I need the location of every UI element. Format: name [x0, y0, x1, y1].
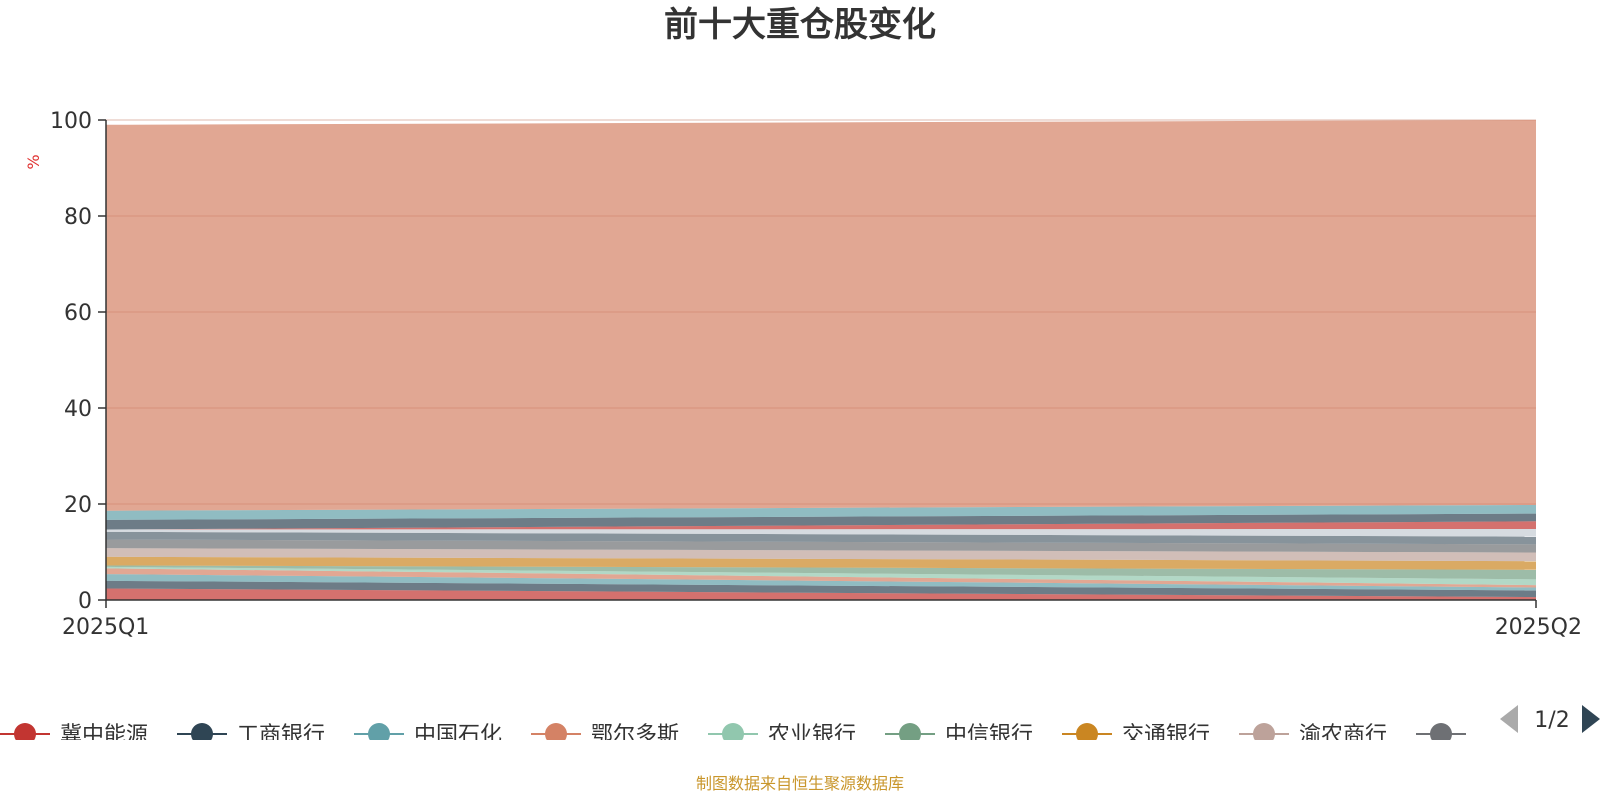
- legend-marker-icon: [899, 723, 921, 740]
- legend-item-6[interactable]: 交通银行: [1062, 723, 1210, 748]
- axes: 0 20 40 60 80 100 2025Q1 2025Q2: [50, 109, 1582, 640]
- y-tick-label-5: 100: [50, 109, 92, 134]
- legend-label: 鄂尔多斯: [591, 723, 679, 748]
- area-series-12: [106, 513, 1536, 530]
- legend-marker-icon: [1253, 723, 1275, 740]
- legend-label: 月: [1476, 723, 1498, 748]
- y-tick-label-1: 20: [64, 493, 92, 518]
- legend-label: 农业银行: [768, 723, 856, 748]
- area-series-10: [106, 528, 1536, 537]
- y-tick-label-0: 0: [78, 589, 92, 614]
- legend-item-8[interactable]: 月: [1416, 723, 1498, 748]
- area-series-4: [106, 566, 1536, 586]
- area-series-11: [106, 521, 1536, 530]
- y-axis-unit: %: [24, 154, 43, 169]
- area-series-5: [106, 565, 1536, 580]
- chart-title: 前十大重仓股变化: [664, 5, 936, 45]
- legend-item-2[interactable]: 中国石化: [354, 723, 502, 748]
- y-tick-label-4: 80: [64, 205, 92, 230]
- legend-marker-icon: [1430, 723, 1452, 740]
- legend-label: 交通银行: [1122, 723, 1210, 748]
- area-series-0: [106, 588, 1536, 600]
- legend-item-4[interactable]: 农业银行: [708, 723, 856, 748]
- area-series-1: [106, 580, 1536, 598]
- legend-label: 中信银行: [945, 723, 1033, 748]
- y-tick-label-2: 40: [64, 397, 92, 422]
- legend-page-indicator: 1/2: [1534, 708, 1569, 733]
- area-series-7: [106, 548, 1536, 562]
- legend-marker-icon: [14, 723, 36, 740]
- legend-item-0[interactable]: 冀中能源: [0, 723, 148, 748]
- legend-next-icon[interactable]: [1582, 705, 1600, 733]
- legend-label: 渝农商行: [1299, 723, 1387, 748]
- plot-area: [106, 120, 1536, 600]
- legend-marker-icon: [1076, 723, 1098, 740]
- legend-label: 中国石化: [414, 723, 502, 748]
- legend-pager: 1/2: [1500, 705, 1600, 733]
- area-series-6: [106, 556, 1536, 570]
- x-tick-label-0: 2025Q1: [62, 615, 149, 640]
- legend-prev-icon[interactable]: [1500, 705, 1518, 733]
- legend: 冀中能源 工商银行 中国石化 鄂尔多斯 农业银行 中信银行 交通银行 渝农商行 月: [0, 723, 1498, 748]
- legend-label: 冀中能源: [60, 723, 148, 748]
- area-series-8: [106, 539, 1536, 553]
- legend-marker-icon: [368, 723, 390, 740]
- area-series-2: [106, 574, 1536, 591]
- legend-item-1[interactable]: 工商银行: [177, 723, 325, 748]
- legend-item-3[interactable]: 鄂尔多斯: [531, 723, 679, 748]
- source-note: 制图数据来自恒生聚源数据库: [696, 774, 904, 793]
- legend-label: 工商银行: [237, 723, 325, 748]
- legend-item-7[interactable]: 渝农商行: [1239, 723, 1387, 748]
- x-tick-label-1: 2025Q2: [1495, 615, 1582, 640]
- area-series-13: [106, 504, 1536, 520]
- legend-marker-icon: [545, 723, 567, 740]
- legend-marker-icon: [722, 723, 744, 740]
- legend-item-5[interactable]: 中信银行: [885, 723, 1033, 748]
- area-series-3: [106, 568, 1536, 588]
- area-series-14: [106, 120, 1536, 511]
- area-series-9: [106, 531, 1536, 545]
- legend-marker-icon: [191, 723, 213, 740]
- y-tick-label-3: 60: [64, 301, 92, 326]
